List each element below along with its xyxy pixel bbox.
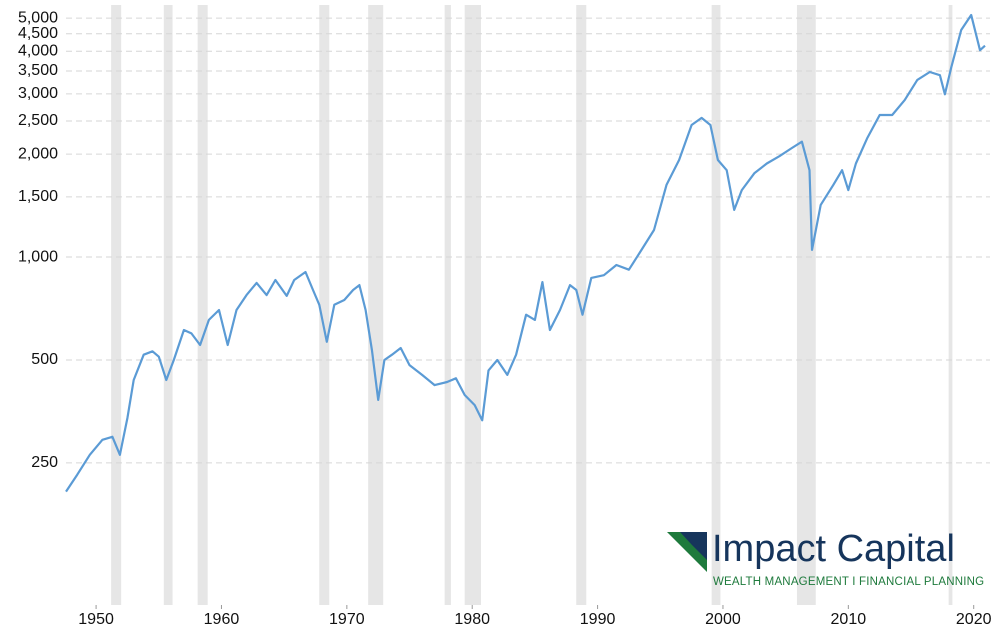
x-tick-label: 1960 [204, 611, 240, 628]
y-tick-label: 3,000 [18, 85, 58, 102]
y-tick-label: 1,000 [18, 248, 58, 265]
x-tick-label: 2020 [956, 611, 992, 628]
recession-band [576, 5, 587, 605]
x-tick-label: 2000 [705, 611, 741, 628]
recession-band [111, 5, 122, 605]
recession-band [796, 5, 816, 605]
logo: Impact Capital WEALTH MANAGEMENT I FINAN… [667, 528, 984, 588]
recession-band [368, 5, 384, 605]
y-tick-label: 250 [31, 454, 58, 471]
logo-tagline: WEALTH MANAGEMENT I FINANCIAL PLANNING [713, 576, 984, 588]
recession-band [948, 5, 953, 605]
y-tick-label: 2,000 [18, 145, 58, 162]
recession-band [464, 5, 481, 605]
recession-band [711, 5, 721, 605]
y-tick-label: 1,500 [18, 188, 58, 205]
recession-band [444, 5, 451, 605]
data-line [65, 13, 986, 493]
recession-band [319, 5, 330, 605]
x-tick-label: 1970 [329, 611, 365, 628]
x-tick-label: 1990 [580, 611, 616, 628]
logo-name: Impact Capital [712, 528, 955, 570]
x-tick-label: 2010 [831, 611, 867, 628]
y-tick-label: 5,000 [18, 9, 58, 26]
x-tick-label: 1980 [454, 611, 490, 628]
recession-band [163, 5, 173, 605]
recession-band [197, 5, 208, 605]
y-tick-label: 2,500 [18, 112, 58, 129]
y-tick-label: 3,500 [18, 62, 58, 79]
logo-icon [680, 532, 707, 560]
x-tick-label: 1950 [78, 611, 114, 628]
y-tick-label: 500 [31, 351, 58, 368]
y-tick-label: 4,000 [18, 42, 58, 59]
y-tick-label: 4,500 [18, 25, 58, 42]
